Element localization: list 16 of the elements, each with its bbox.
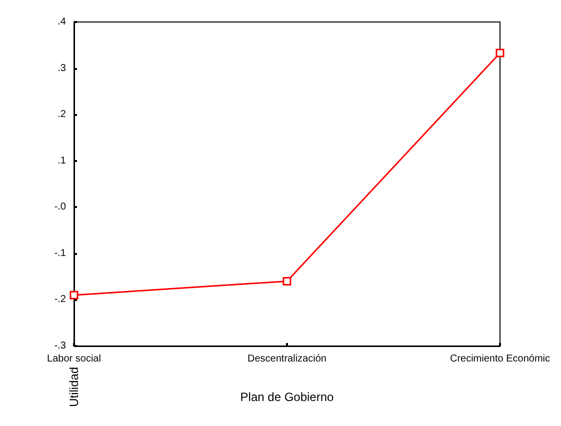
- point: [496, 48, 504, 58]
- y-tick-label: .1: [58, 155, 66, 166]
- y-tick-label: .3: [58, 62, 66, 74]
- x-tick-label: Labor social: [47, 354, 101, 364]
- x-axis-title: Plan de Gobierno: [240, 390, 334, 404]
- y-tick-label: -.3: [54, 340, 66, 352]
- y-tick-label: .2: [58, 109, 66, 120]
- point: [282, 276, 292, 286]
- x-tick-label: Crecimiento Económic: [450, 354, 550, 364]
- y-axis-title: Utilidad: [67, 366, 81, 407]
- x-tick-label: Descentralización: [248, 354, 326, 364]
- y-tick-label: -.1: [54, 248, 66, 259]
- y-tick-label: -.2: [54, 294, 66, 306]
- y-tick-label: -.0: [54, 202, 66, 213]
- y-tick-label: .4: [58, 16, 66, 28]
- point: [70, 290, 78, 300]
